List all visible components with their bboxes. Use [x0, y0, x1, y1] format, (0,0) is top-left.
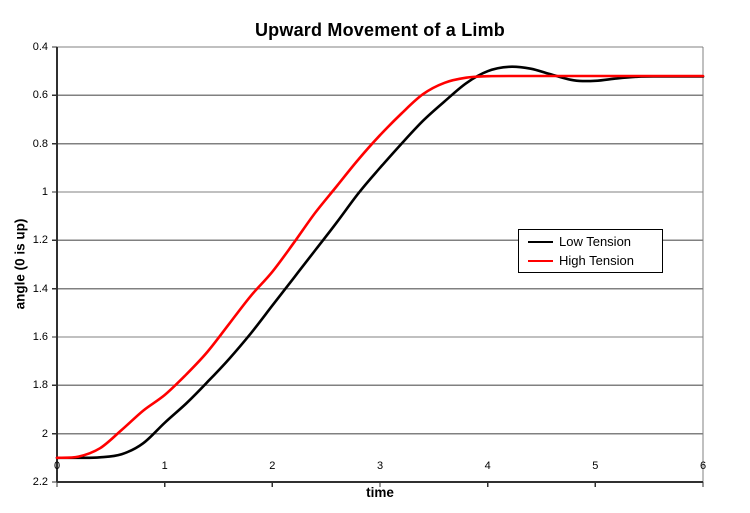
x-tick-label: 6: [699, 460, 707, 472]
y-tick-label: 2: [41, 427, 48, 440]
y-tick-label: 1.6: [32, 331, 48, 343]
legend-item-low-tension: Low Tension: [528, 233, 662, 250]
series-line-high-tension: [55, 74, 705, 460]
x-axis-title: time: [366, 485, 394, 500]
x-tick-label: 3: [376, 460, 384, 472]
legend-label-high-tension: High Tension: [559, 253, 634, 268]
y-tick-label: 1: [41, 186, 48, 198]
high-tension-line-swatch: [528, 259, 553, 262]
low-tension-line-swatch: [528, 240, 553, 243]
y-tick-label: 1.8: [32, 379, 48, 392]
x-tick-label: 1: [161, 460, 168, 472]
y-axis-title: angle (0 is up): [12, 218, 28, 310]
x-tick-label: 2: [269, 460, 276, 472]
x-tick-label: 0: [53, 460, 61, 472]
x-tick-label: 5: [592, 460, 599, 472]
y-tick-label: 0.8: [32, 137, 48, 150]
y-tick-label: 2.2: [32, 476, 48, 488]
legend-label-low-tension: Low Tension: [559, 234, 632, 249]
chart-title: Upward Movement of a Limb: [254, 20, 506, 40]
y-tick-label: 0.6: [32, 89, 48, 102]
y-tick-label: 0.4: [32, 41, 48, 53]
series-line-low-tension: [55, 65, 705, 460]
x-tick-label: 4: [484, 460, 491, 472]
y-tick-label: 1.4: [32, 282, 48, 295]
y-tick-label: 1.2: [32, 234, 48, 247]
legend-item-high-tension: High Tension: [528, 252, 662, 269]
legend: Low Tension High Tension: [518, 229, 663, 273]
